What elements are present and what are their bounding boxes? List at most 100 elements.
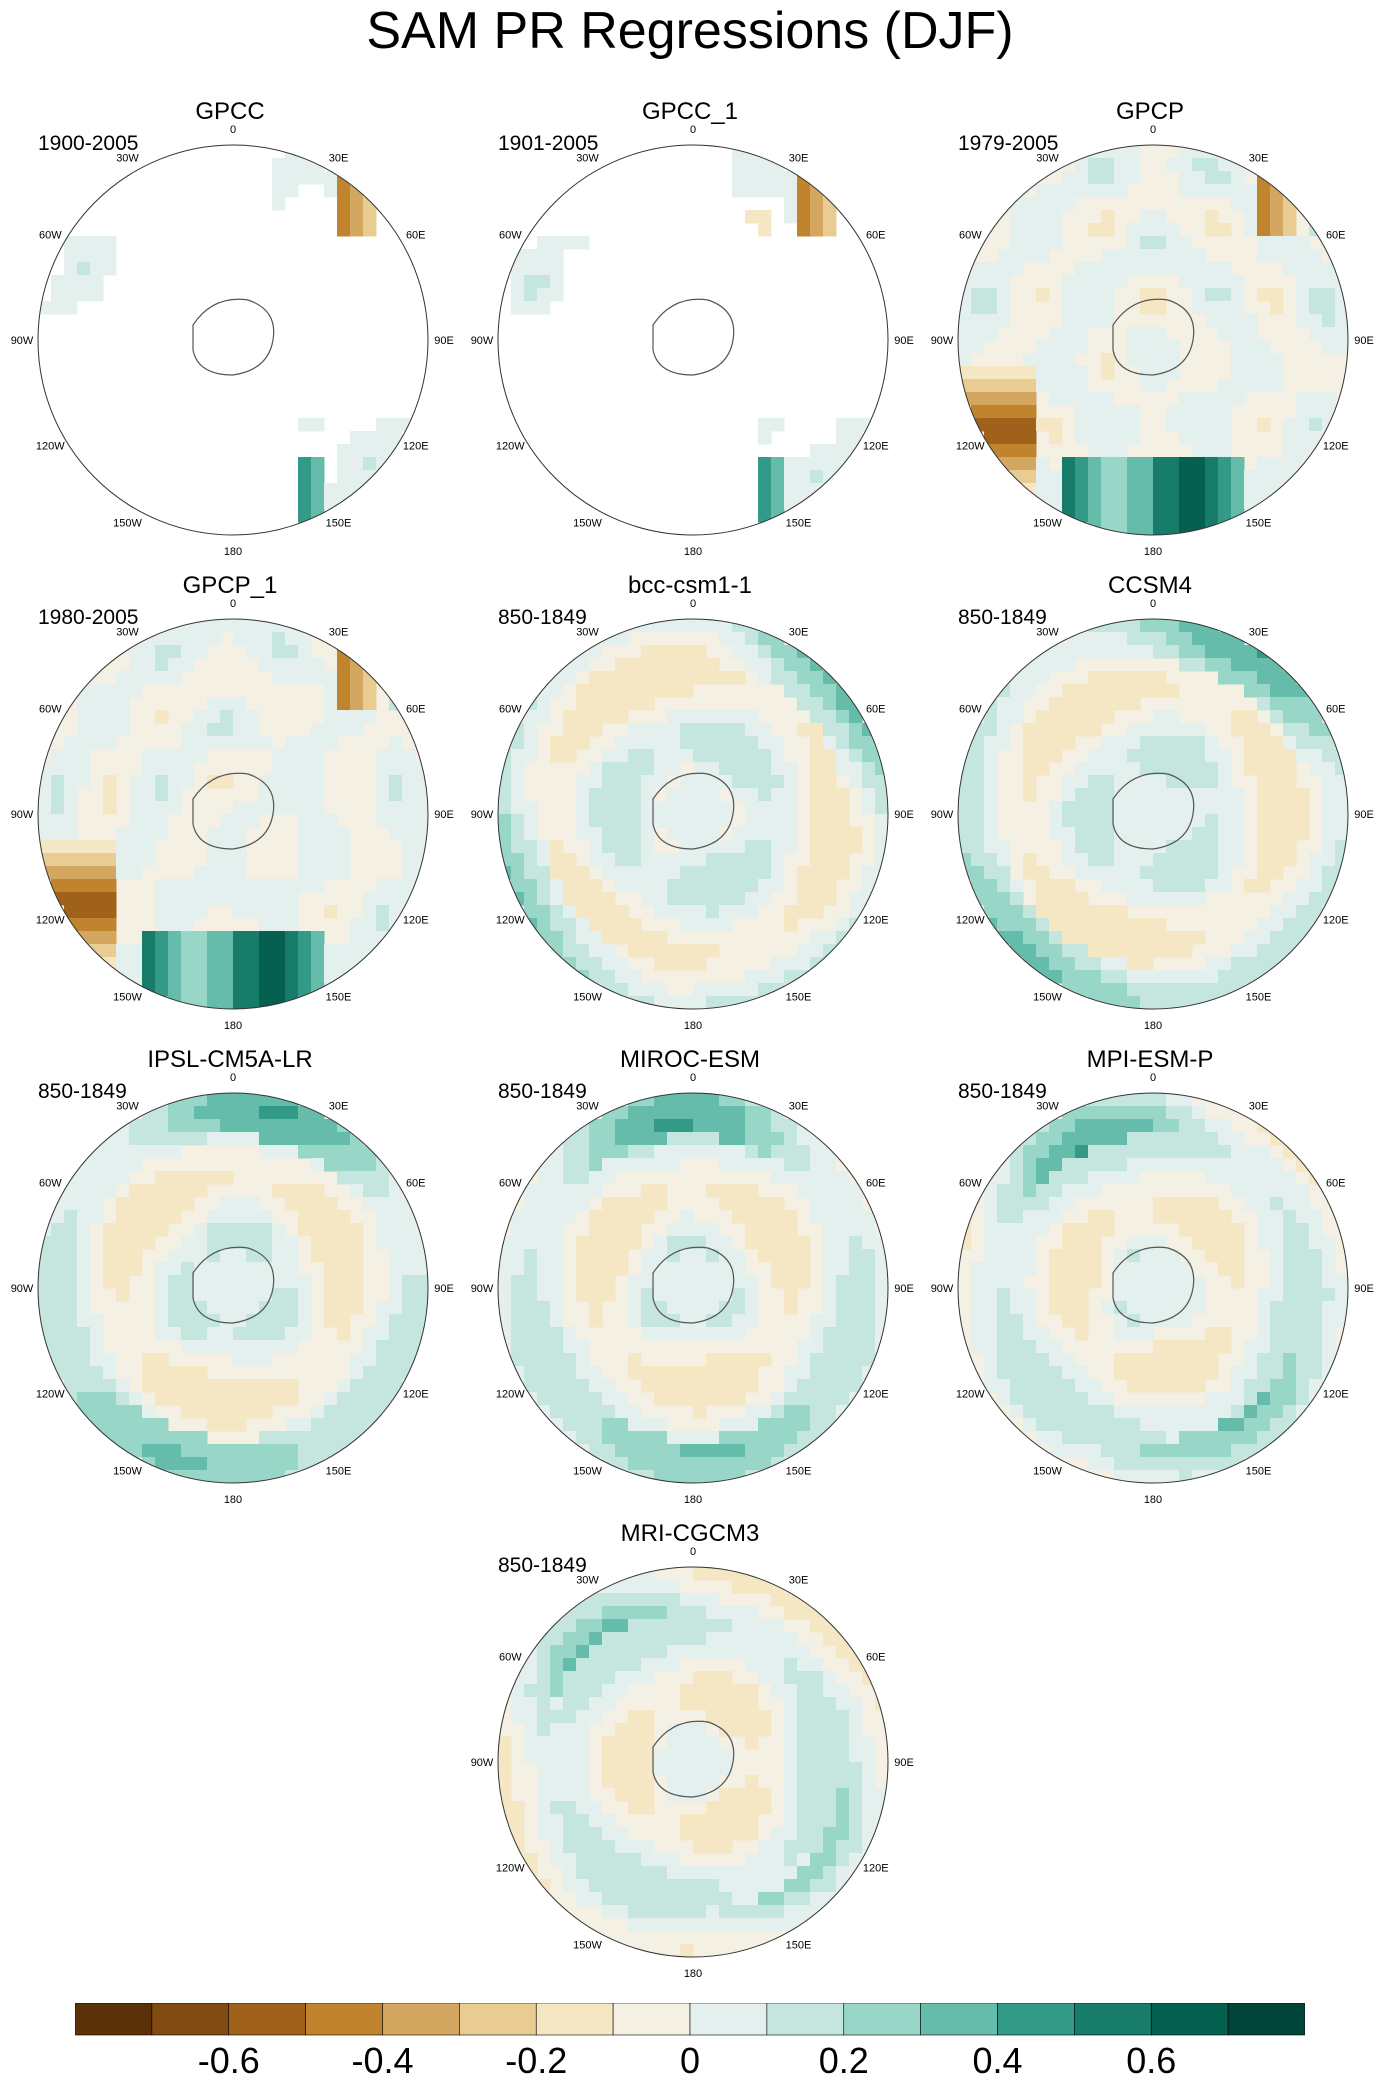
field-cell — [498, 1275, 512, 1289]
longitude-label: 60W — [499, 704, 522, 716]
field-cell — [732, 1314, 746, 1328]
field-cell — [589, 684, 603, 698]
field-cell — [1309, 1366, 1323, 1380]
field-cell — [64, 749, 78, 763]
field-cell — [1231, 970, 1245, 984]
field-cell — [1179, 775, 1193, 789]
field-cell — [997, 1353, 1011, 1367]
field-cell — [1153, 814, 1167, 828]
field-cell — [1322, 1236, 1336, 1250]
field-cell — [680, 1684, 694, 1698]
field-cell — [602, 1431, 616, 1445]
field-cell — [745, 814, 759, 828]
field-cell — [298, 853, 312, 867]
field-cell — [1244, 1444, 1258, 1458]
field-cell — [1036, 1392, 1050, 1406]
field-cell — [984, 1210, 998, 1224]
field-cell — [745, 788, 759, 802]
field-cell — [181, 736, 195, 750]
field-cell — [1127, 1327, 1141, 1341]
field-cell — [758, 1632, 772, 1646]
field-cell — [836, 814, 850, 828]
field-cell — [1140, 1379, 1154, 1393]
field-cell — [628, 1658, 642, 1672]
field-cell — [602, 1658, 616, 1672]
field-cell — [168, 671, 182, 685]
field-cell — [90, 853, 104, 867]
field-cell — [997, 723, 1011, 737]
field-cell — [389, 1223, 403, 1237]
field-cell — [90, 1210, 104, 1224]
field-cell — [1010, 1366, 1024, 1380]
field-cell — [64, 1197, 78, 1211]
field-cell — [1192, 1197, 1206, 1211]
field-cell — [1205, 405, 1219, 419]
field-cell — [589, 853, 603, 867]
field-cell — [732, 1710, 746, 1724]
field-cell — [1309, 1314, 1323, 1328]
longitude-label: 60W — [39, 1178, 62, 1190]
field-cell — [259, 879, 273, 893]
field-cell — [1257, 288, 1271, 302]
field-cell — [576, 1697, 590, 1711]
field-cell — [641, 827, 655, 841]
field-cell — [797, 1827, 811, 1841]
field-cell — [1140, 1275, 1154, 1289]
field-cell — [181, 1301, 195, 1315]
field-cell — [758, 1418, 772, 1432]
coastline — [1112, 772, 1195, 850]
field-cell — [615, 1223, 629, 1237]
field-cell — [641, 1132, 655, 1146]
field-cell — [784, 801, 798, 815]
field-cell — [706, 710, 720, 724]
field-cell — [1218, 470, 1232, 484]
field-cell — [1296, 314, 1310, 328]
field-cell — [758, 171, 772, 185]
field-cell — [350, 1366, 364, 1380]
field-cell — [589, 957, 603, 971]
field-cell — [732, 1918, 746, 1932]
field-cell — [563, 918, 577, 932]
field-cell — [1075, 327, 1089, 341]
field-cell — [246, 1132, 260, 1146]
field-cell — [1244, 723, 1258, 737]
field-cell — [784, 1827, 798, 1841]
field-cell — [155, 1288, 169, 1302]
field-cell — [233, 710, 247, 724]
field-cell — [511, 1275, 525, 1289]
field-cell — [615, 983, 629, 997]
field-cell — [194, 723, 208, 737]
field-cell — [1296, 1327, 1310, 1341]
field-cell — [1153, 1353, 1167, 1367]
field-cell — [576, 1275, 590, 1289]
field-cell — [680, 1327, 694, 1341]
field-cell — [771, 827, 785, 841]
field-cell — [1205, 288, 1219, 302]
field-cell — [402, 866, 416, 880]
field-cell — [168, 1210, 182, 1224]
field-cell — [576, 658, 590, 672]
field-cell — [1296, 1275, 1310, 1289]
field-cell — [389, 1275, 403, 1289]
field-cell — [64, 905, 78, 919]
field-cell — [693, 801, 707, 815]
field-cell — [758, 1405, 772, 1419]
field-cell — [997, 1171, 1011, 1185]
field-cell — [1192, 762, 1206, 776]
field-cell — [680, 1223, 694, 1237]
field-cell — [836, 1314, 850, 1328]
field-cell — [324, 171, 338, 185]
field-cell — [1140, 866, 1154, 880]
field-cell — [810, 931, 824, 945]
field-cell — [1075, 301, 1089, 315]
field-cell — [1049, 892, 1063, 906]
field-cell — [1218, 392, 1232, 406]
field-cell — [984, 1314, 998, 1328]
field-cell — [1218, 1249, 1232, 1263]
field-cell — [1179, 1405, 1193, 1419]
field-cell — [259, 1457, 273, 1471]
field-cell — [1075, 1262, 1089, 1276]
field-cell — [680, 749, 694, 763]
field-cell — [1049, 736, 1063, 750]
field-cell — [1283, 223, 1297, 237]
